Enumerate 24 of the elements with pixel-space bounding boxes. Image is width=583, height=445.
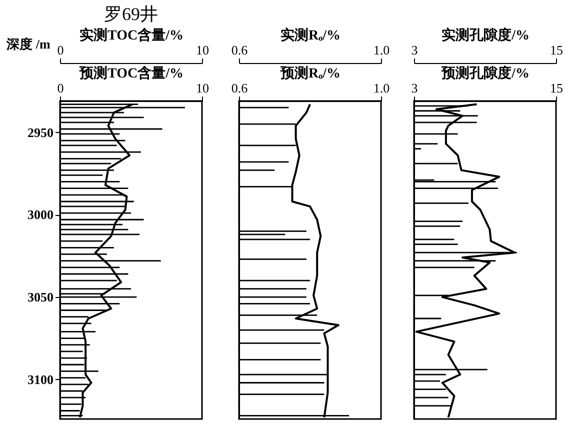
x2-tick-label: 0.6	[231, 42, 248, 58]
y-tick-label: 3000	[28, 207, 54, 222]
y-axis-title: 深度 /m	[6, 36, 51, 52]
x-axis-title: 实测Rₒ/%	[280, 26, 341, 44]
y-tick-label: 2950	[28, 124, 54, 140]
x-tick-label: 3	[411, 80, 418, 96]
x-tick-label: 1.0	[373, 80, 390, 96]
x2-tick-label: 3	[411, 42, 418, 58]
x2-tick-label: 15	[550, 42, 563, 58]
x-tick-label: 10	[196, 80, 209, 96]
x-axis-title: 实测孔隙度/%	[442, 26, 530, 44]
x2-tick-label: 10	[196, 42, 209, 58]
x-tick-label: 15	[550, 80, 563, 96]
x-axis-title: 实测TOC含量/%	[80, 26, 184, 44]
x2-axis-title: 预测Rₒ/%	[279, 66, 341, 82]
x2-tick-label: 0	[57, 42, 64, 58]
x2-tick-label: 1.0	[373, 42, 390, 58]
x2-axis-title: 预测TOC含量/%	[78, 66, 184, 82]
chart-title: 罗69井	[104, 4, 158, 24]
x-tick-label: 0	[57, 80, 64, 96]
x2-axis-title: 预测孔隙度/%	[440, 64, 530, 82]
y-tick-label: 3100	[28, 372, 54, 387]
y-tick-label: 3050	[28, 290, 54, 305]
x-tick-label: 0.6	[231, 80, 248, 96]
